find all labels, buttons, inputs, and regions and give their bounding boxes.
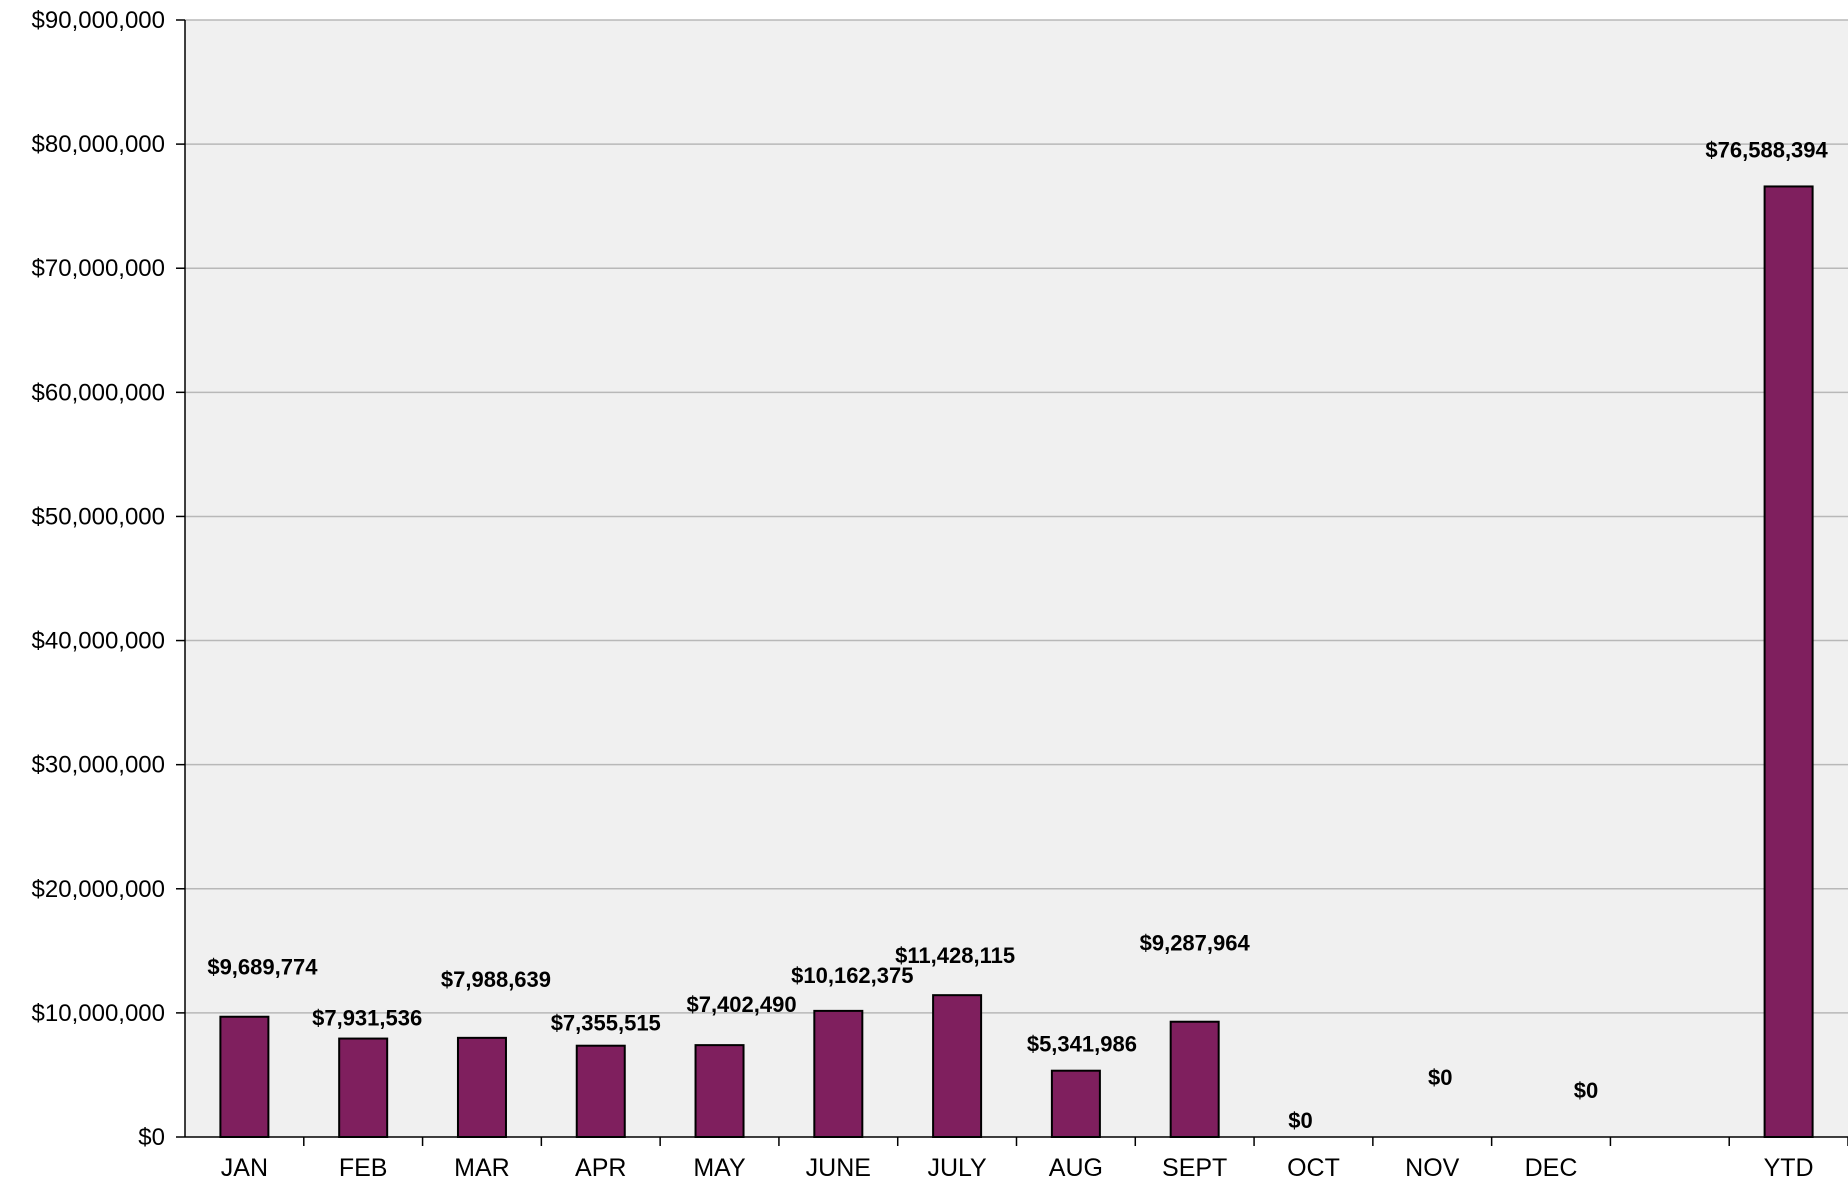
data-label: $76,588,394 [1705, 137, 1828, 162]
x-tick-label: JAN [221, 1154, 268, 1182]
bar [1169, 1020, 1220, 1139]
data-label: $9,689,774 [207, 955, 318, 980]
bar [1763, 185, 1814, 1138]
y-tick-label: $40,000,000 [32, 628, 165, 655]
bar [219, 1015, 270, 1138]
data-label: $11,428,115 [895, 943, 1015, 968]
x-tick-label: OCT [1287, 1154, 1340, 1182]
data-label: $7,931,536 [312, 1006, 422, 1031]
bar [575, 1044, 626, 1138]
x-tick-label: APR [575, 1154, 626, 1182]
x-axis-ticks: JAN FEB MAR APR MAY JUNE JULY AUG SEPT OCT NOV DEC Y… [221, 1137, 1848, 1182]
x-tick-label: YTD [1764, 1154, 1814, 1182]
bar [1050, 1069, 1101, 1139]
data-label: $0 [1428, 1065, 1452, 1090]
data-labels: $9,689,774 $7,931,536 $7,988,639$7,355,515… [207, 137, 1828, 1133]
x-tick-label: NOV [1405, 1154, 1460, 1182]
data-label: $7,402,490 [686, 992, 796, 1017]
y-tick-label: $20,000,000 [32, 876, 165, 903]
y-tick-label: $90,000,000 [32, 7, 165, 34]
y-tick-label: $60,000,000 [32, 379, 165, 406]
data-label: $10,162,375 [791, 963, 913, 988]
x-tick-label: AUG [1049, 1154, 1103, 1182]
x-tick-label: MAR [454, 1154, 510, 1182]
bar [932, 994, 983, 1138]
data-label: $9,287,964 [1140, 931, 1251, 956]
y-tick-label: $10,000,000 [32, 1000, 165, 1027]
bar [456, 1036, 507, 1139]
plot-area [185, 20, 1848, 1137]
bar [813, 1009, 864, 1139]
bar [338, 1037, 389, 1138]
y-tick-label: $0 [138, 1124, 165, 1151]
x-tick-label: JULY [927, 1154, 987, 1182]
y-tick-label: $30,000,000 [32, 752, 165, 779]
x-tick-label: DEC [1525, 1154, 1578, 1182]
data-label: $5,341,986 [1027, 1032, 1137, 1057]
y-axis-ticks: $0 $10,000,000 $20,000,000 $30,000,000 $40,0… [32, 7, 185, 1151]
y-tick-label: $80,000,000 [32, 131, 165, 158]
x-tick-label: MAY [693, 1154, 746, 1182]
x-tick-label: FEB [339, 1154, 388, 1182]
gridlines [185, 19, 1848, 1014]
data-label: $7,355,515 [551, 1011, 661, 1036]
x-tick-label: JUNE [806, 1154, 871, 1182]
y-tick-label: $70,000,000 [32, 255, 165, 282]
bars [219, 185, 1814, 1139]
y-tick-label: $50,000,000 [32, 503, 165, 530]
x-tick-label: SEPT [1162, 1154, 1227, 1182]
bar [694, 1044, 745, 1138]
data-label: $0 [1288, 1108, 1312, 1133]
data-label: $7,988,639 [441, 967, 551, 992]
data-label: $0 [1574, 1078, 1598, 1103]
